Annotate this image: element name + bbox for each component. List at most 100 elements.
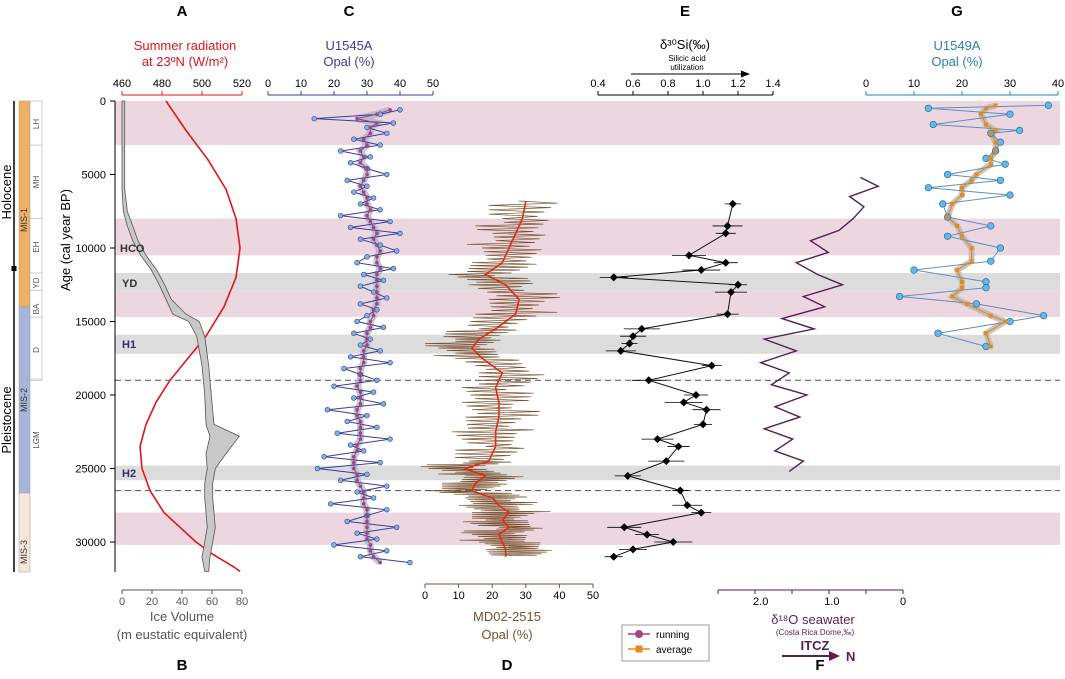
sub-lh: LH (32, 119, 41, 129)
u1545-axis-tick-label-0: 0 (265, 78, 271, 90)
u1545-avg-point (355, 443, 359, 447)
u1549-avg-point (960, 193, 964, 198)
u1545-avg-point (378, 266, 383, 271)
md02-title-1: MD02-2515 (473, 609, 541, 624)
d30-point (697, 508, 706, 517)
u1549-point (895, 292, 904, 301)
u1545-avg-point (365, 172, 369, 177)
ice-axis-tick-label-1: 20 (146, 596, 158, 608)
u1545-point (387, 359, 393, 366)
u1545-axis-tick-label-4: 40 (394, 78, 406, 90)
u1549-axis-tick-label-0: 0 (863, 78, 869, 90)
d30-point (616, 346, 625, 355)
d30-point (723, 310, 732, 319)
d30-point (653, 435, 662, 444)
u1545-avg-point (355, 478, 359, 483)
u1545-avg-point (375, 121, 379, 125)
d30-point (609, 552, 618, 561)
u1549-avg-point (955, 268, 960, 273)
u1545-avg-point (365, 166, 369, 171)
sub-mh: MH (32, 176, 41, 189)
u1549-point (1006, 110, 1014, 118)
u1545-point (377, 459, 383, 466)
u1549-avg-point (960, 185, 964, 190)
u1545-axis-tick-label-5: 50 (427, 78, 439, 90)
itcz-arrowhead (829, 651, 840, 661)
u1545-point (357, 201, 364, 207)
u1545-avg-point (365, 337, 369, 341)
u1549-axis-tick-label-2: 20 (956, 78, 968, 90)
u1545-avg-point (368, 549, 373, 553)
ice-title-1: Ice Volume (150, 609, 214, 624)
u1545-point (351, 136, 357, 142)
d30-point (721, 229, 730, 238)
d30-point (721, 258, 730, 267)
age-tick-label-6: 30000 (75, 537, 106, 549)
u1545-avg-point (358, 390, 363, 394)
u1545-avg-point (358, 425, 363, 430)
u1545-axis-tick-label-3: 30 (361, 78, 373, 90)
u1549-avg-point (950, 201, 955, 206)
sub-ba: BA (32, 303, 41, 314)
ice-axis-tick-label-2: 40 (176, 596, 188, 608)
u1545-point (357, 236, 364, 242)
u1545-avg-point (355, 116, 359, 121)
u1545-avg-point (365, 537, 369, 541)
u1545-point (351, 189, 357, 195)
d30-point (676, 486, 685, 495)
u1545-avg-point (355, 413, 359, 418)
u1545-point (397, 107, 403, 113)
d30-point (674, 442, 683, 451)
u1549-point (1001, 160, 1009, 168)
u1545-point (387, 218, 393, 225)
md02-axis-tick-label-1: 10 (452, 590, 464, 602)
d18o-title: δ¹⁸O seawater (771, 612, 855, 627)
u1545-avg-point (358, 396, 363, 400)
u1549-avg-point (988, 344, 993, 349)
radiation-axis-tick-label-3: 520 (233, 78, 251, 90)
chronology-column: Holocene Pleistocene MIS-1 MIS-2 MIS-3 L… (0, 100, 43, 573)
itcz-direction: N (846, 649, 855, 664)
d30-point (685, 251, 693, 260)
u1545-avg-point (361, 178, 366, 183)
u1549-avg-point (969, 259, 974, 264)
d18o-tick-label-2: 0 (900, 596, 906, 608)
band-pink-1 (115, 218, 1060, 256)
u1545-point (354, 318, 360, 325)
band-pink-0 (115, 101, 1060, 146)
u1545-avg-point (365, 196, 369, 200)
legend-square-orange (635, 645, 643, 653)
u1545-point (370, 389, 377, 395)
u1545-avg-point (361, 137, 366, 142)
u1545-avg-point (352, 460, 356, 465)
u1549-avg-point (945, 215, 950, 220)
u1545-avg-point (365, 343, 369, 347)
u1545-avg-point (358, 378, 363, 383)
u1545-avg-point (368, 543, 373, 547)
u1545-avg-point (375, 231, 379, 236)
u1549-point (943, 232, 952, 240)
u1545-avg-point (361, 501, 366, 506)
d30-point (707, 361, 716, 370)
u1549-avg-point (984, 331, 988, 336)
u1549-avg-point (984, 122, 988, 127)
d30-axis-tick-label-2: 0.8 (660, 78, 675, 90)
u1545-avg-point (368, 125, 373, 130)
u1545-avg-point (358, 419, 363, 424)
d30-point (644, 376, 653, 385)
age-axis-label: Age (cal year BP) (58, 189, 73, 291)
u1545-point (357, 553, 364, 560)
u1545-point (380, 401, 387, 407)
u1545-avg-point (358, 149, 363, 153)
u1545-point (384, 548, 390, 554)
u1545-point (354, 489, 360, 495)
legend: running average (621, 624, 710, 662)
u1545-avg-point (355, 384, 359, 388)
u1545-avg-point (352, 466, 356, 471)
u1545-avg-point (361, 155, 366, 159)
d30-point (629, 332, 637, 341)
u1549-avg-point (960, 285, 964, 290)
u1545-avg-point (375, 255, 379, 259)
u1549-avg-point (969, 246, 974, 250)
